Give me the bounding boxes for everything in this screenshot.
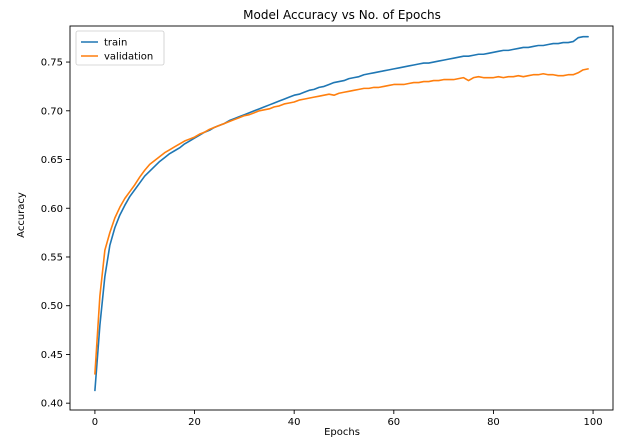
chart-title: Model Accuracy vs No. of Epochs bbox=[243, 8, 441, 22]
y-tick-label: 0.45 bbox=[41, 350, 63, 361]
plot-frame bbox=[69, 25, 614, 411]
x-tick-label: 80 bbox=[487, 417, 500, 428]
y-tick-label: 0.40 bbox=[41, 399, 63, 410]
legend: train validation bbox=[75, 30, 165, 66]
series-line-validation bbox=[94, 68, 589, 375]
y-tick-label: 0.75 bbox=[41, 58, 63, 69]
x-tick-label: 0 bbox=[92, 417, 98, 428]
legend-label-train: train bbox=[104, 38, 127, 49]
y-tick-label: 0.55 bbox=[41, 252, 63, 263]
y-tick-label: 0.70 bbox=[41, 106, 63, 117]
y-tick-label: 0.50 bbox=[41, 301, 63, 312]
x-tick-label: 20 bbox=[188, 417, 201, 428]
y-axis-title: Accuracy bbox=[16, 192, 27, 238]
plot-area: 0 20 40 60 80 100 0.40 0.45 0.50 0.55 0.60 0.65 0.70… bbox=[41, 25, 614, 428]
x-tick-label: 60 bbox=[387, 417, 400, 428]
y-tick-label: 0.60 bbox=[41, 204, 63, 215]
legend-label-validation: validation bbox=[104, 52, 153, 63]
series-line-train bbox=[94, 35, 589, 392]
x-tick-label: 40 bbox=[288, 417, 301, 428]
y-tick-label: 0.65 bbox=[41, 155, 63, 166]
x-axis-title: Epochs bbox=[324, 427, 360, 438]
x-tick-label: 100 bbox=[584, 417, 603, 428]
